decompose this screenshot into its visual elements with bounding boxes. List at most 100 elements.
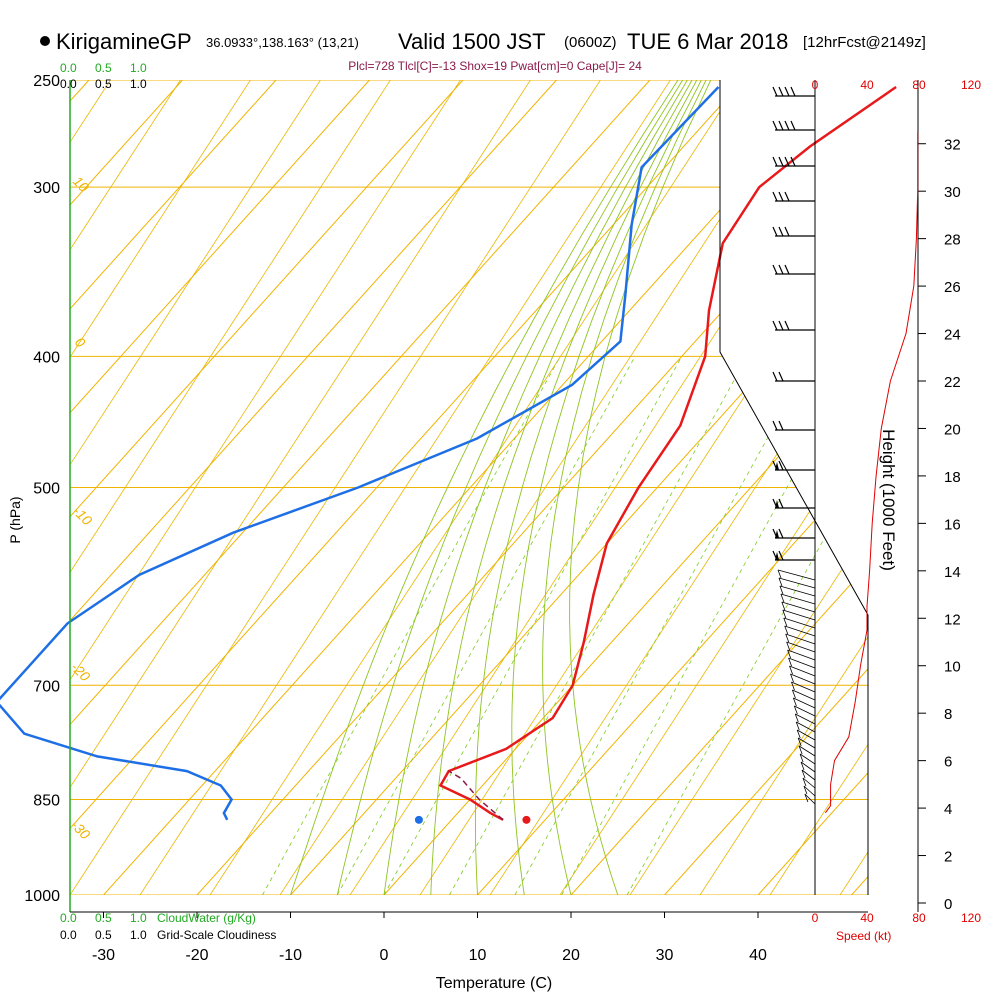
wind-barb [773, 461, 815, 470]
height-tick-label: 16 [944, 516, 961, 533]
y-axis-title: P (hPa) [7, 496, 23, 543]
height-tick-label: 20 [944, 421, 961, 438]
height-tick-label: 28 [944, 232, 961, 249]
cloud-top-label-2: 1.0 [130, 61, 147, 75]
wind-speed-tick-top: 40 [860, 78, 874, 92]
cloudwater-label: CloudWater (g/Kg) [157, 911, 256, 925]
wind-barb [773, 121, 815, 130]
pressure-tick-label: 300 [33, 180, 60, 197]
pressure-tick-label: 850 [33, 792, 60, 809]
wind-barb [780, 586, 815, 596]
temperature-tick-label: 0 [380, 947, 389, 964]
cloud-top-label-0: 0.0 [60, 61, 77, 75]
height-tick-label: 4 [944, 801, 952, 818]
cloud-top-label-1: 0.5 [95, 61, 112, 75]
mixing-ratio-label: 20 [615, 893, 636, 913]
wind-speed-tick-bottom: 120 [961, 911, 981, 925]
wind-speed-tick-bottom: 0 [812, 911, 819, 925]
dry-adiabat-line [840, 50, 1000, 895]
temperature-tick-label: 20 [562, 947, 580, 964]
dry-adiabat-line [140, 50, 690, 895]
wind-barb [773, 529, 815, 538]
pressure-tick-label: 1000 [24, 888, 60, 905]
valid-time: Valid 1500 JST [398, 29, 546, 54]
dry-adiabat-line [350, 50, 900, 895]
cloudiness-bottom-label-1: 0.5 [95, 928, 112, 942]
wind-barb [789, 658, 815, 668]
dry-adiabat-line [210, 50, 760, 895]
wind-barb [773, 372, 815, 381]
wind-speed-line [825, 132, 917, 813]
wind-barb [791, 682, 815, 692]
height-tick-label: 22 [944, 374, 961, 391]
valid-utc: (0600Z) [564, 34, 617, 51]
dry-adiabat-line [490, 50, 1000, 895]
dry-adiabat-line [280, 50, 830, 895]
height-tick-label: 26 [944, 279, 961, 296]
height-tick-label: 24 [944, 327, 961, 344]
site-marker-icon [40, 36, 50, 46]
dry-adiabat-line [0, 50, 130, 895]
height-tick-label: 18 [944, 469, 961, 486]
dry-adiabat-line [0, 50, 480, 895]
height-tick-label: 6 [944, 754, 952, 771]
pressure-tick-label: 700 [33, 678, 60, 695]
wind-barb [773, 499, 815, 508]
cloudiness-bottom-label-2: 1.0 [130, 928, 147, 942]
cloudiness-top-label-2: 1.0 [130, 77, 147, 91]
dry-adiabat-line [980, 50, 1000, 895]
wind-barb [795, 714, 815, 724]
isotherm-label: 10 [748, 374, 770, 396]
wind-barb [779, 578, 815, 588]
height-tick-label: 30 [944, 184, 961, 201]
cloudiness-top-label-0: 0.0 [60, 77, 77, 91]
dry-adiabat-line [0, 50, 60, 895]
wind-speed-tick-top: 80 [912, 78, 926, 92]
cloudiness-bottom-label-0: 0.0 [60, 928, 77, 942]
wind-barb [790, 666, 815, 676]
wind-barb [793, 698, 815, 708]
isotherm-label: 10 [70, 173, 92, 195]
isotherm-line [852, 80, 1000, 895]
temperature-tick-label: 40 [749, 947, 767, 964]
wind-barb [784, 618, 815, 628]
wind-barb [786, 634, 815, 644]
wind-barb [781, 594, 815, 604]
isotherm-label: 20 [792, 460, 815, 483]
dry-adiabat-line [70, 50, 620, 895]
temperature-tick-label: -30 [92, 947, 115, 964]
height-tick-label: 0 [944, 896, 952, 913]
height-axis-title: Height (1000 Feet) [879, 429, 898, 571]
wind-barb [794, 706, 815, 716]
cloud-bottom-label-2: 1.0 [130, 911, 147, 925]
x-axis-title: Temperature (C) [436, 975, 552, 992]
wind-barb [778, 570, 815, 580]
height-tick-label: 2 [944, 849, 952, 866]
wind-barb [792, 690, 815, 700]
height-tick-label: 14 [944, 564, 961, 581]
wind-barbs [773, 87, 815, 804]
height-tick-label: 12 [944, 611, 961, 628]
temperature-tick-label: 30 [656, 947, 674, 964]
wind-speed-tick-top: 120 [961, 78, 981, 92]
wind-barb [773, 227, 815, 236]
mixing-ratio-line [337, 356, 635, 895]
cloudiness-label: Grid-Scale Cloudiness [157, 928, 276, 942]
mixing-ratio-line [262, 356, 560, 895]
temperature-line [441, 87, 897, 820]
wind-barb [783, 610, 815, 620]
isotherm-label: -20 [68, 659, 94, 685]
wind-barb [773, 265, 815, 274]
cloud-bottom-label-0: 0.0 [60, 911, 77, 925]
pressure-tick-label: 250 [33, 73, 60, 90]
temperature-tick-label: -20 [185, 947, 208, 964]
surface-temperature-point [522, 816, 530, 824]
wind-barb [773, 87, 815, 96]
isotherm-label: -10 [70, 503, 96, 529]
wind-speed-tick-bottom: 40 [860, 911, 874, 925]
cloudiness-top-label-1: 0.5 [95, 77, 112, 91]
height-tick-label: 8 [944, 706, 952, 723]
valid-date: TUE 6 Mar 2018 [627, 29, 788, 54]
